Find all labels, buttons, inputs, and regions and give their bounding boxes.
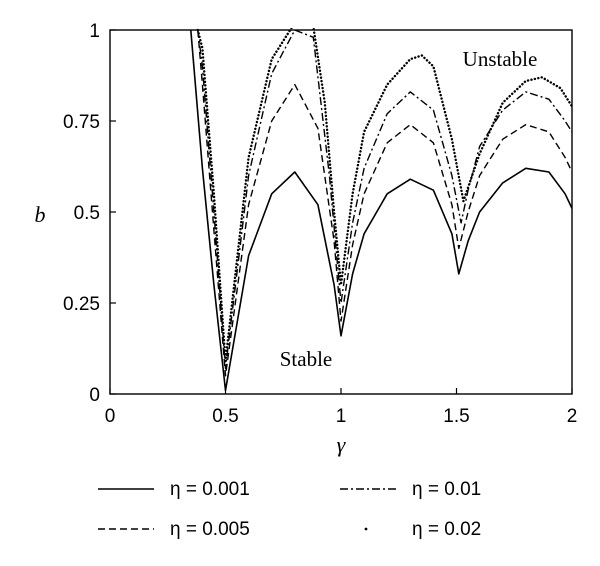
legend-label-4: η = 0.02 (412, 519, 481, 540)
y-tick-label: 1 (89, 21, 100, 42)
annotation-unstable: Unstable (463, 47, 538, 71)
x-tick-label: 0 (105, 406, 116, 427)
x-tick-label: 1.5 (443, 406, 469, 427)
x-tick-label: 1 (336, 406, 347, 427)
series-line-3 (197, 29, 572, 370)
annotation-stable: Stable (280, 347, 333, 371)
y-tick-label: 0.5 (74, 203, 100, 224)
x-tick-label: 2 (567, 406, 578, 427)
y-tick-label: 0.75 (63, 112, 100, 133)
y-axis-label: b (35, 202, 46, 227)
legend: η = 0.001 η = 0.01 η = 0.005 η = 0.02 (98, 479, 481, 540)
x-tick-label: 0.5 (212, 406, 238, 427)
axis-ticks (109, 29, 573, 395)
plot-frame (109, 29, 573, 395)
legend-label-2: η = 0.005 (170, 519, 250, 540)
x-axis-label: γ (337, 432, 347, 457)
legend-label-3: η = 0.01 (412, 479, 481, 500)
plot-lines (190, 28, 572, 392)
series-line-2 (197, 29, 572, 377)
series-line-1 (190, 29, 572, 392)
legend-label-1: η = 0.001 (170, 479, 250, 500)
y-tick-label: 0.25 (63, 294, 100, 315)
y-tick-label: 0 (89, 385, 100, 406)
legend-sample-4 (364, 527, 368, 531)
axis-tick-labels: 0 0.5 1 1.5 2 0 0.25 0.5 0.75 1 (63, 21, 577, 427)
series-line-4 (196, 28, 572, 363)
